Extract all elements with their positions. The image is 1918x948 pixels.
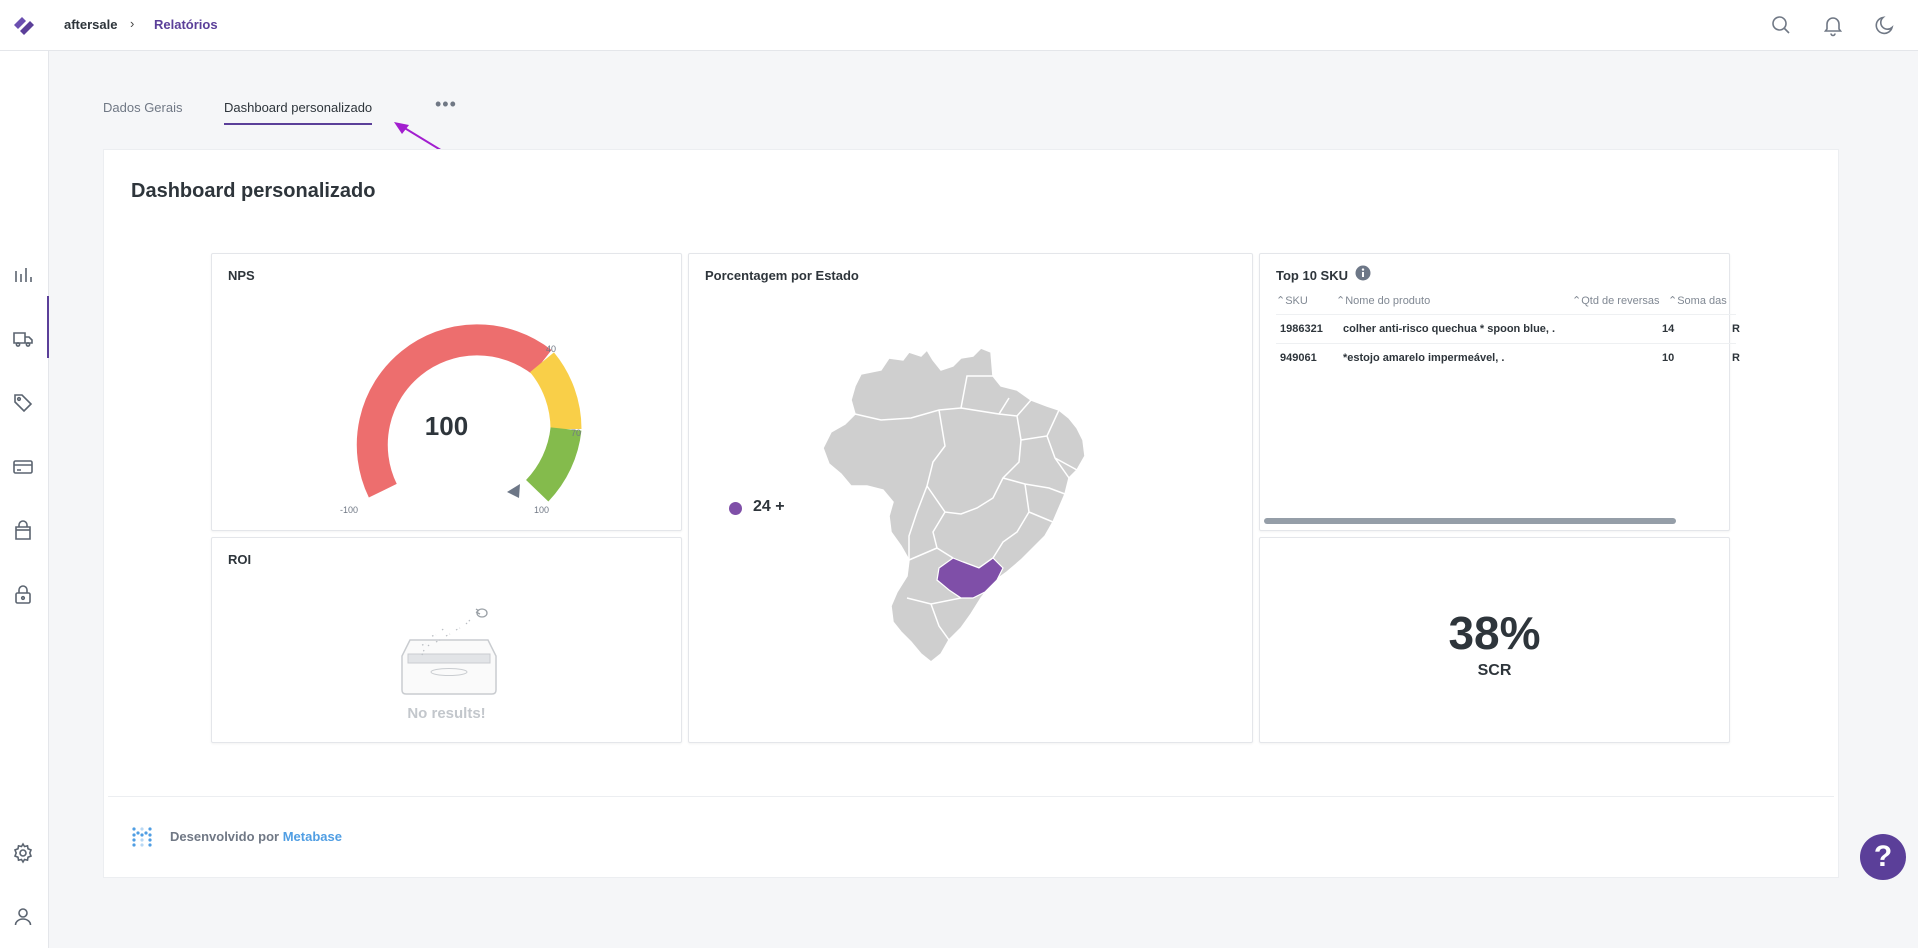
bell-icon[interactable] (1821, 13, 1845, 37)
tab-dados-gerais[interactable]: Dados Gerais (103, 100, 183, 115)
footer-divider (108, 796, 1834, 797)
lock-icon[interactable] (11, 583, 35, 607)
table-divider (1276, 343, 1736, 344)
table-cell-sum: R$ (1732, 352, 1740, 364)
roi-card[interactable]: ROI No results! (211, 537, 682, 743)
question-icon: ? (1873, 840, 1893, 873)
column-header-nome[interactable]: ⌃Nome do produto (1336, 295, 1431, 307)
help-button[interactable]: ? (1860, 834, 1906, 880)
nps-gauge (356, 324, 582, 502)
column-header-qtd[interactable]: ⌃Qtd de reversas (1572, 295, 1660, 307)
roi-title: ROI (228, 552, 252, 567)
roi-empty-text: No results! (407, 705, 486, 722)
nps-tick-40: 40 (546, 344, 557, 354)
nps-card[interactable]: NPS 100 -100 40 70 100 (211, 253, 682, 531)
shopping-bag-icon[interactable] (11, 519, 35, 543)
breadcrumb-separator-icon: › (130, 16, 135, 31)
column-header-soma[interactable]: ⌃Soma das (1668, 295, 1727, 307)
credit-card-icon[interactable] (11, 455, 35, 479)
scr-card[interactable]: 38% SCR (1259, 537, 1730, 743)
metabase-logo-icon (132, 827, 152, 847)
top-sku-title: Top 10 SKU (1276, 268, 1348, 283)
table-cell-sku: 1986321 (1280, 323, 1323, 335)
tab-dashboard-personalizado[interactable]: Dashboard personalizado (224, 100, 373, 125)
map-card[interactable]: Porcentagem por Estado 24 + (688, 253, 1253, 743)
nps-title: NPS (228, 268, 255, 283)
moon-icon[interactable] (1873, 13, 1897, 37)
map-title: Porcentagem por Estado (705, 268, 859, 283)
table-divider (1276, 314, 1736, 315)
metabase-link[interactable]: Metabase (282, 829, 342, 844)
footer-label: Desenvolvido por (170, 829, 280, 844)
search-icon[interactable] (1769, 13, 1793, 37)
sidebar (0, 51, 49, 948)
nps-tick-70: 70 (571, 428, 582, 438)
table-cell-qty: 10 (1662, 352, 1675, 364)
sidebar-active-indicator (47, 296, 49, 358)
nps-value: 100 (424, 411, 469, 441)
column-header-sku[interactable]: ⌃SKU (1276, 295, 1308, 307)
aftersale-logo-icon[interactable] (12, 13, 36, 37)
table-cell-name: colher anti-risco quechua * spoon blue, … (1343, 323, 1556, 335)
bar-chart-icon[interactable] (11, 263, 35, 287)
dashboard-title: Dashboard personalizado (131, 180, 376, 202)
nps-tick-min: -100 (340, 505, 359, 515)
tag-icon[interactable] (11, 391, 35, 415)
table-cell-qty: 14 (1662, 323, 1675, 335)
truck-icon[interactable] (11, 327, 35, 351)
top-sku-card[interactable]: Top 10 SKU ⌃SKU ⌃Nome do produto ⌃Qtd de… (1259, 253, 1740, 531)
info-icon[interactable] (1355, 265, 1371, 281)
scr-label: SCR (1477, 662, 1512, 679)
more-options-icon[interactable]: ••• (435, 94, 457, 114)
footer-powered-by: Desenvolvido por Metabase (170, 829, 342, 844)
brazil-map[interactable] (821, 336, 1121, 696)
empty-box-icon (401, 608, 497, 695)
breadcrumb-root[interactable]: aftersale (64, 17, 118, 32)
breadcrumb-current[interactable]: Relatórios (154, 17, 218, 32)
nps-tick-max: 100 (534, 505, 550, 515)
table-cell-sum: R$ (1732, 323, 1740, 335)
map-legend-swatch (729, 502, 742, 515)
map-legend-label: 24 + (753, 498, 785, 515)
user-icon[interactable] (11, 905, 35, 929)
scr-value: 38% (1448, 607, 1541, 659)
horizontal-scrollbar[interactable] (1264, 518, 1676, 524)
top-bar: aftersale › Relatórios (0, 0, 1918, 51)
gear-icon[interactable] (11, 841, 35, 865)
table-cell-name: *estojo amarelo impermeável, . (1343, 352, 1505, 364)
table-cell-sku: 949061 (1280, 352, 1317, 364)
